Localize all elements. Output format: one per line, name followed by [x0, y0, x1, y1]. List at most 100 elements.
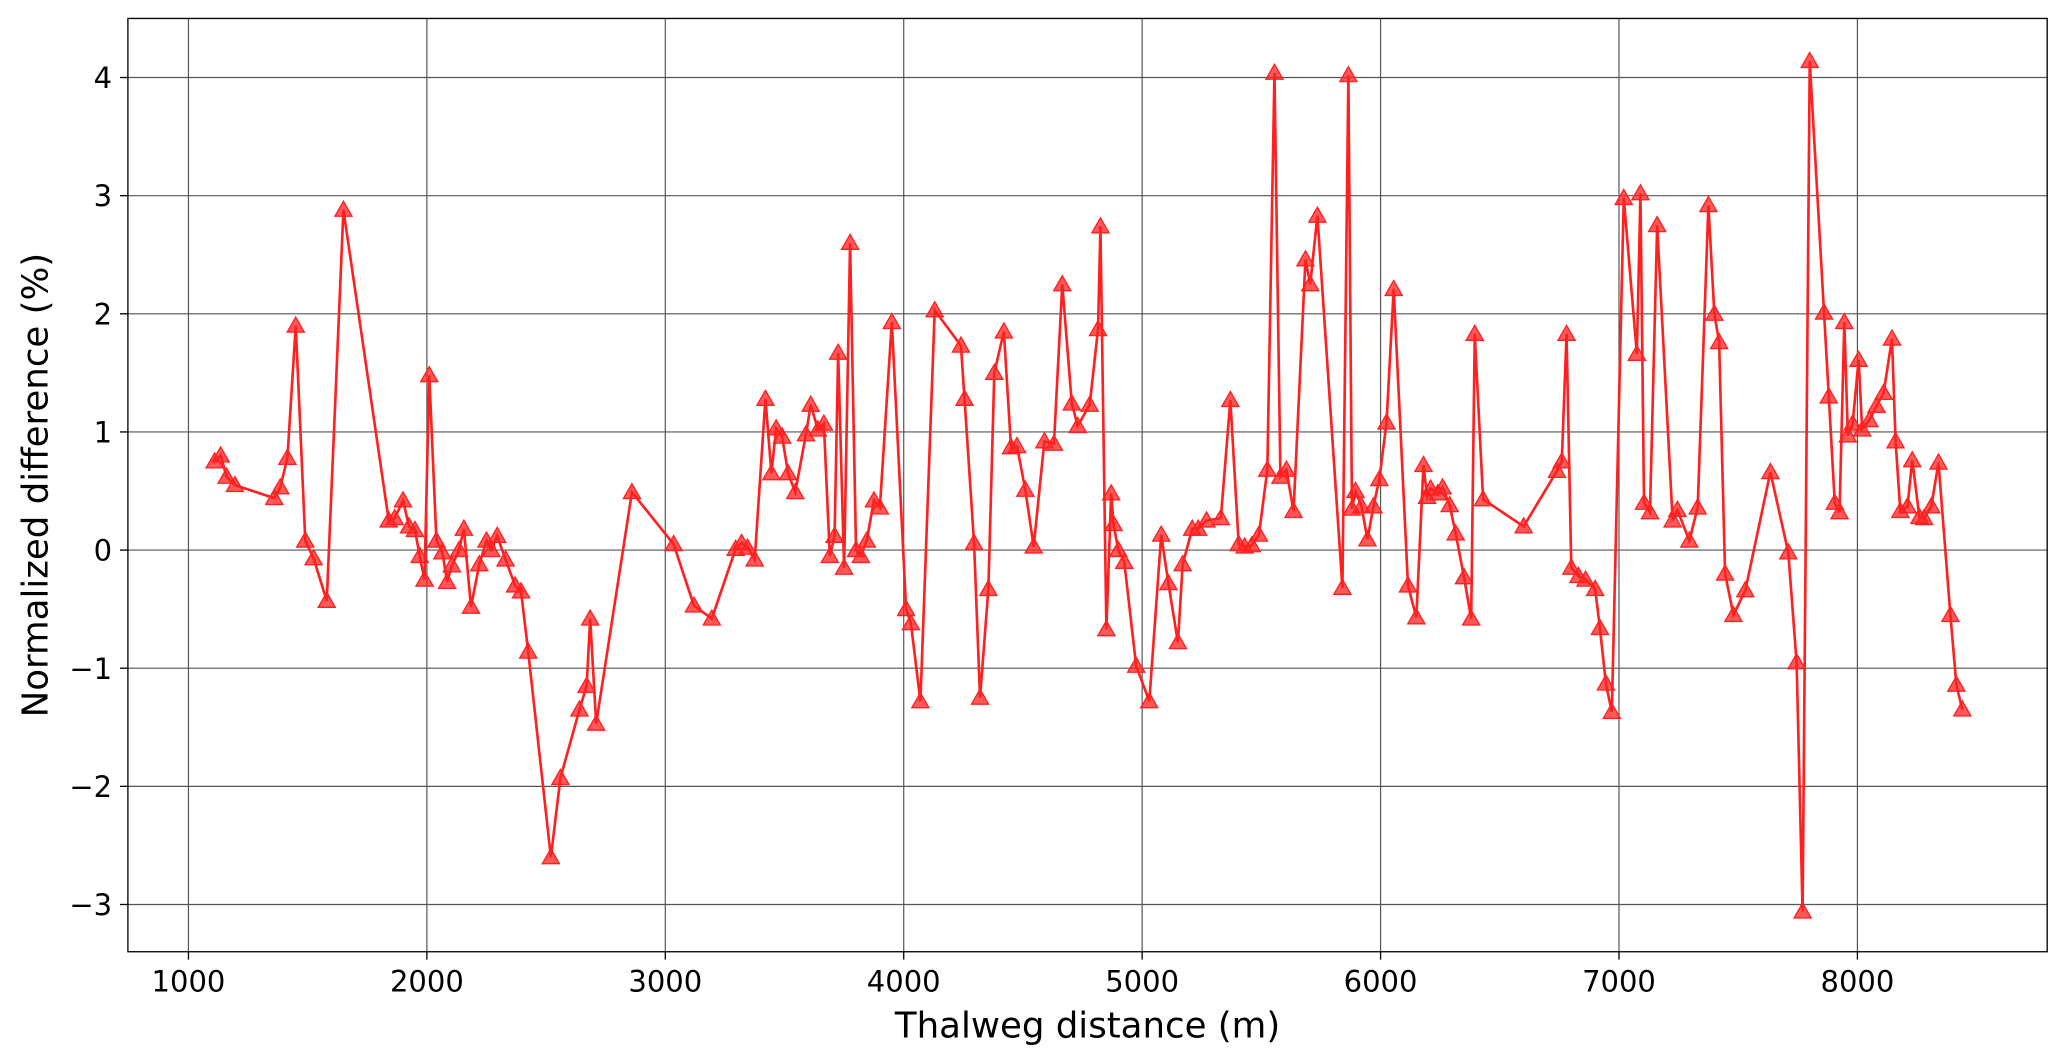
data-point [1647, 215, 1667, 233]
x-tick-label: 5000 [1105, 964, 1179, 998]
data-point [1357, 529, 1378, 547]
data-point [755, 388, 776, 406]
data-point [954, 388, 975, 406]
data-point [1552, 451, 1572, 469]
data-point [1295, 249, 1316, 267]
data-point [1369, 469, 1390, 487]
data-point [1249, 524, 1269, 542]
data-point [1709, 332, 1729, 350]
x-tick-label: 4000 [867, 964, 941, 998]
data-point [870, 497, 890, 515]
data-point [449, 540, 469, 558]
data-point [1332, 577, 1353, 595]
data-point [469, 554, 490, 572]
data-point [541, 847, 561, 865]
data-point [1062, 393, 1082, 411]
data-point [1103, 514, 1124, 532]
data-point [1866, 396, 1887, 414]
data-point [393, 490, 413, 508]
data-point [1614, 188, 1634, 206]
data-point [1585, 579, 1605, 597]
data-point [1139, 691, 1160, 709]
data-point [1640, 502, 1660, 520]
data-point [840, 233, 860, 251]
data-point [405, 520, 425, 538]
data-point [1242, 535, 1262, 553]
data-point [1687, 497, 1708, 515]
x-tick-label: 6000 [1344, 964, 1418, 998]
data-point [1814, 302, 1834, 320]
data-point [1473, 489, 1493, 507]
data-point [277, 448, 298, 466]
data-point [820, 546, 840, 564]
x-axis-label: Thalweg distance (m) [894, 1005, 1280, 1046]
data-point [951, 335, 971, 353]
y-tick-label: 3 [94, 179, 112, 213]
data-point [772, 426, 792, 444]
data-point [1679, 530, 1700, 548]
y-tick-label: 0 [94, 534, 112, 568]
data-point [1015, 479, 1036, 497]
data-point [210, 445, 231, 463]
data-point [1800, 51, 1820, 69]
data-point [1283, 501, 1304, 519]
data-point [1838, 425, 1858, 443]
data-point [910, 691, 931, 709]
data-point [1735, 580, 1756, 598]
data-point [1602, 702, 1622, 720]
data-point [1432, 477, 1453, 495]
data-point [384, 508, 405, 526]
data-point [1940, 605, 1961, 623]
data-point [586, 713, 606, 731]
data-point [882, 312, 902, 330]
x-tick-label: 1000 [152, 964, 226, 998]
data-point [1786, 652, 1807, 670]
data-point [1196, 510, 1217, 528]
data-point [1363, 496, 1384, 514]
data-point [1715, 563, 1735, 581]
data-point [1445, 523, 1466, 541]
data-point [901, 613, 921, 631]
data-point [264, 488, 284, 506]
data-point [1882, 328, 1902, 346]
y-tick-label: −1 [69, 652, 112, 686]
data-point [745, 549, 765, 567]
data-point [851, 546, 871, 564]
data-point [432, 542, 453, 560]
data-point [1440, 495, 1460, 513]
data-point [1513, 516, 1534, 534]
data-point [1561, 557, 1582, 575]
data-point [569, 699, 590, 717]
data-point [1928, 452, 1949, 470]
data-point [785, 482, 805, 500]
data-point [824, 526, 845, 543]
data-point [317, 590, 337, 608]
data-point [801, 394, 821, 412]
data-point [1547, 461, 1567, 479]
data-point [1848, 349, 1869, 367]
data-point [1088, 319, 1108, 337]
data-point [1556, 323, 1577, 341]
data-point [1264, 62, 1285, 80]
data-point [511, 581, 531, 599]
data-point [1068, 416, 1088, 434]
data-point [684, 595, 704, 613]
data-point [994, 321, 1014, 339]
data-point [1151, 524, 1171, 542]
data-point [702, 608, 722, 626]
data-point [1885, 431, 1906, 449]
data-point [437, 572, 457, 590]
data-point [518, 641, 538, 659]
data-point [550, 768, 571, 786]
data-point [1172, 554, 1193, 572]
data-point [814, 413, 834, 431]
data-point [964, 533, 984, 551]
data-point [1007, 436, 1027, 454]
data-point [1760, 462, 1781, 480]
x-tick-label: 7000 [1582, 964, 1656, 998]
data-point [1158, 573, 1179, 591]
y-tick-label: −3 [69, 888, 112, 922]
data-point [1627, 344, 1647, 362]
data-point [1307, 205, 1328, 223]
